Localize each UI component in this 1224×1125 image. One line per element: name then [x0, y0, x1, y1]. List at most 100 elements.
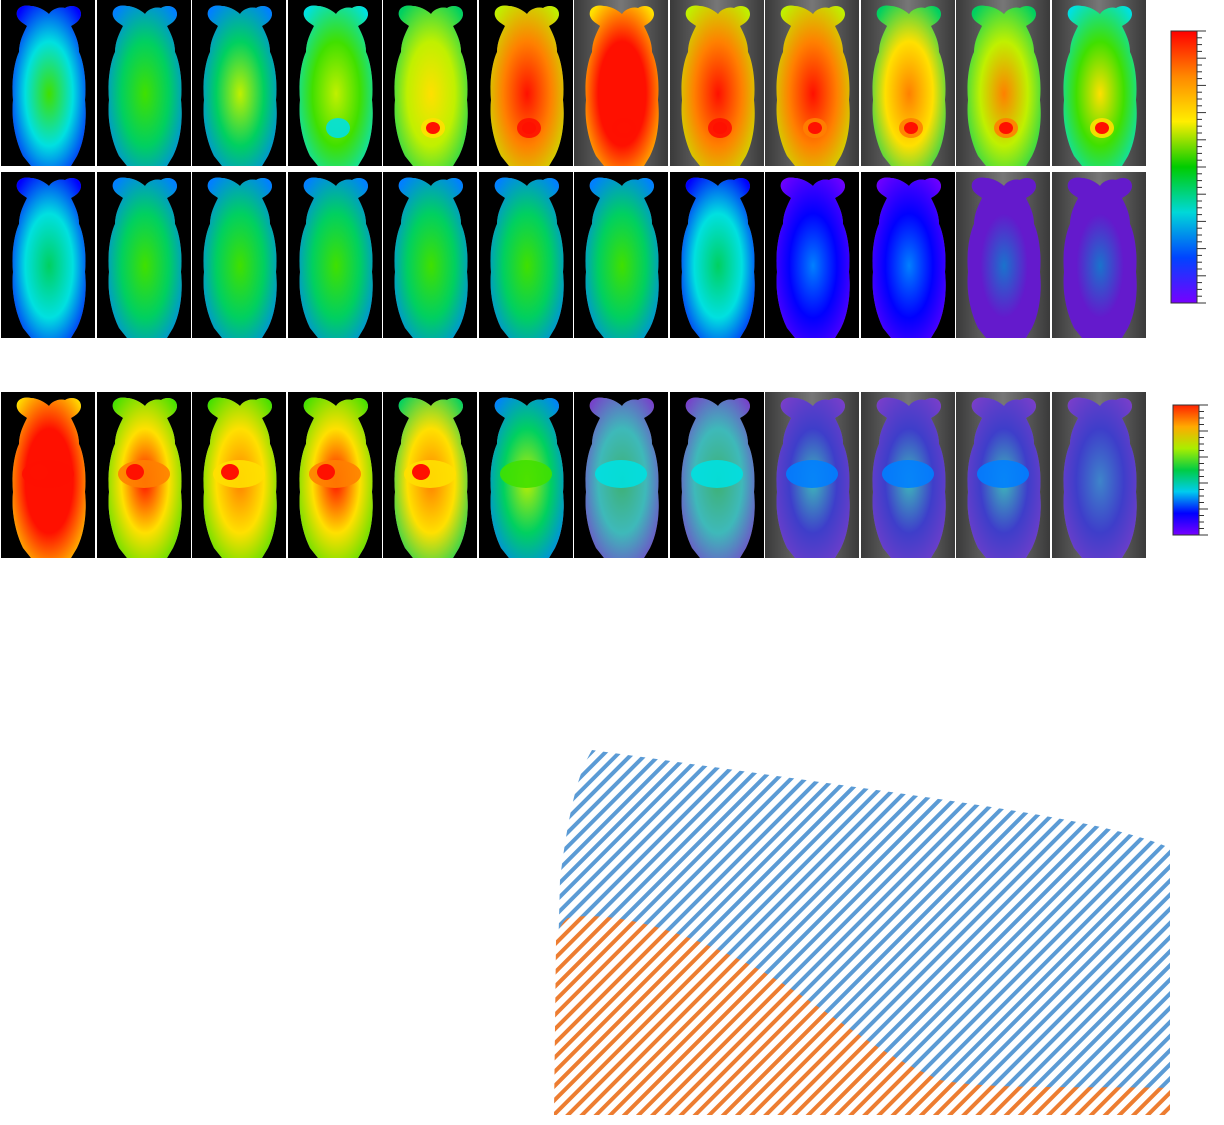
- hotspot: [499, 460, 552, 488]
- row3-panel: [860, 392, 955, 558]
- row1-panel: [1051, 0, 1146, 166]
- row2-panel: [574, 172, 668, 338]
- row1-panel: [383, 0, 477, 166]
- row2-panel: [669, 172, 764, 338]
- row1-panel: [96, 0, 191, 166]
- signal-overlay: [1062, 397, 1137, 558]
- row2-panel: [287, 172, 382, 338]
- hotspot: [308, 460, 361, 488]
- row2-mouse-image: [298, 177, 373, 338]
- signal-overlay: [681, 5, 755, 166]
- signal-overlay: [680, 177, 755, 338]
- row3-mouse-image: [871, 397, 946, 558]
- hotspot-core: [521, 122, 536, 134]
- row2-panel: [383, 172, 477, 338]
- hotspot: [690, 460, 743, 488]
- row2-panel: [1051, 172, 1146, 338]
- row2-mouse-image: [203, 177, 277, 338]
- row3-mouse-image: [107, 397, 182, 558]
- row2-panel: [96, 172, 191, 338]
- hotspot-core: [1094, 122, 1109, 134]
- row1-panel: [860, 0, 955, 166]
- row3-mouse-image: [967, 397, 1041, 558]
- row1-mouse-image: [681, 5, 755, 166]
- signal-overlay: [298, 177, 373, 338]
- signal-overlay: [585, 177, 659, 338]
- hotspot-core: [712, 122, 727, 134]
- row1-panel: [192, 0, 286, 166]
- row2-mouse-image: [871, 177, 946, 338]
- row3-mouse-image: [1062, 397, 1137, 558]
- signal-overlay: [1063, 5, 1137, 166]
- stacked-area-chart: [540, 730, 1180, 1125]
- row2-panel: [1, 172, 95, 338]
- signal-overlay: [203, 5, 277, 166]
- row3-panel: [383, 392, 477, 558]
- row1-mouse-image: [12, 5, 86, 166]
- row3-mouse-image: [680, 397, 755, 558]
- signal-overlay: [872, 5, 946, 166]
- row2-mouse-image: [585, 177, 659, 338]
- row2-mouse-image: [107, 177, 182, 338]
- signal-overlay: [967, 177, 1041, 338]
- row3-panel: [192, 392, 286, 558]
- row2-mouse-image: [12, 177, 86, 338]
- row3-panel: [478, 392, 573, 558]
- signal-overlay: [12, 177, 86, 338]
- row2-panel: [765, 172, 859, 338]
- signal-overlay: [299, 5, 373, 166]
- signal-overlay: [394, 5, 468, 166]
- row3-panel: [765, 392, 859, 558]
- row1-panel: [956, 0, 1050, 166]
- hotspot-core: [221, 464, 239, 480]
- signal-overlay: [871, 177, 946, 338]
- row3-panel: [287, 392, 382, 558]
- signal-overlay: [1062, 177, 1137, 338]
- row2-panel: [956, 172, 1050, 338]
- row1-panel: [1, 0, 95, 166]
- row3-panel: [96, 392, 191, 558]
- row1-mouse-image: [967, 5, 1041, 166]
- row1-mouse-image: [394, 5, 468, 166]
- signal-overlay: [12, 5, 86, 166]
- row2-mouse-image: [394, 177, 468, 338]
- row3-mouse-image: [394, 397, 468, 558]
- hotspot-core: [316, 464, 335, 480]
- row2-mouse-image: [489, 177, 564, 338]
- signal-overlay: [108, 5, 182, 166]
- row1-panel: [669, 0, 764, 166]
- hotspot-core: [999, 122, 1013, 134]
- row3-mouse-image: [585, 397, 659, 558]
- colorbar-bottom: [1172, 404, 1212, 543]
- row3-mouse-image: [12, 397, 86, 558]
- row2-mouse-image: [776, 177, 850, 338]
- row3-mouse-image: [298, 397, 373, 558]
- signal-overlay: [585, 5, 659, 166]
- hotspot: [325, 118, 350, 138]
- row3-mouse-image: [776, 397, 850, 558]
- stacked-area-graphic: [554, 750, 1170, 1115]
- hotspot: [786, 460, 838, 488]
- row1-panel: [574, 0, 668, 166]
- row1-panel: [287, 0, 382, 166]
- row2-mouse-image: [1062, 177, 1137, 338]
- row1-mouse-image: [585, 5, 659, 166]
- row2-mouse-image: [967, 177, 1041, 338]
- row2-panel: [860, 172, 955, 338]
- row3-panel: [1051, 392, 1146, 558]
- signal-overlay: [490, 5, 564, 166]
- hotspot-core: [30, 464, 48, 480]
- hotspot-core: [412, 464, 430, 480]
- row3-panel: [669, 392, 764, 558]
- hotspot: [213, 460, 265, 488]
- row1-panel: [765, 0, 859, 166]
- signal-overlay: [967, 5, 1041, 166]
- row2-mouse-image: [680, 177, 755, 338]
- colorbar-bottom-graphic: [1172, 404, 1208, 536]
- row1-mouse-image: [203, 5, 277, 166]
- row3-panel: [956, 392, 1050, 558]
- hotspot: [595, 460, 647, 488]
- signal-overlay: [776, 5, 850, 166]
- hotspot-core: [617, 122, 631, 134]
- row1-mouse-image: [299, 5, 373, 166]
